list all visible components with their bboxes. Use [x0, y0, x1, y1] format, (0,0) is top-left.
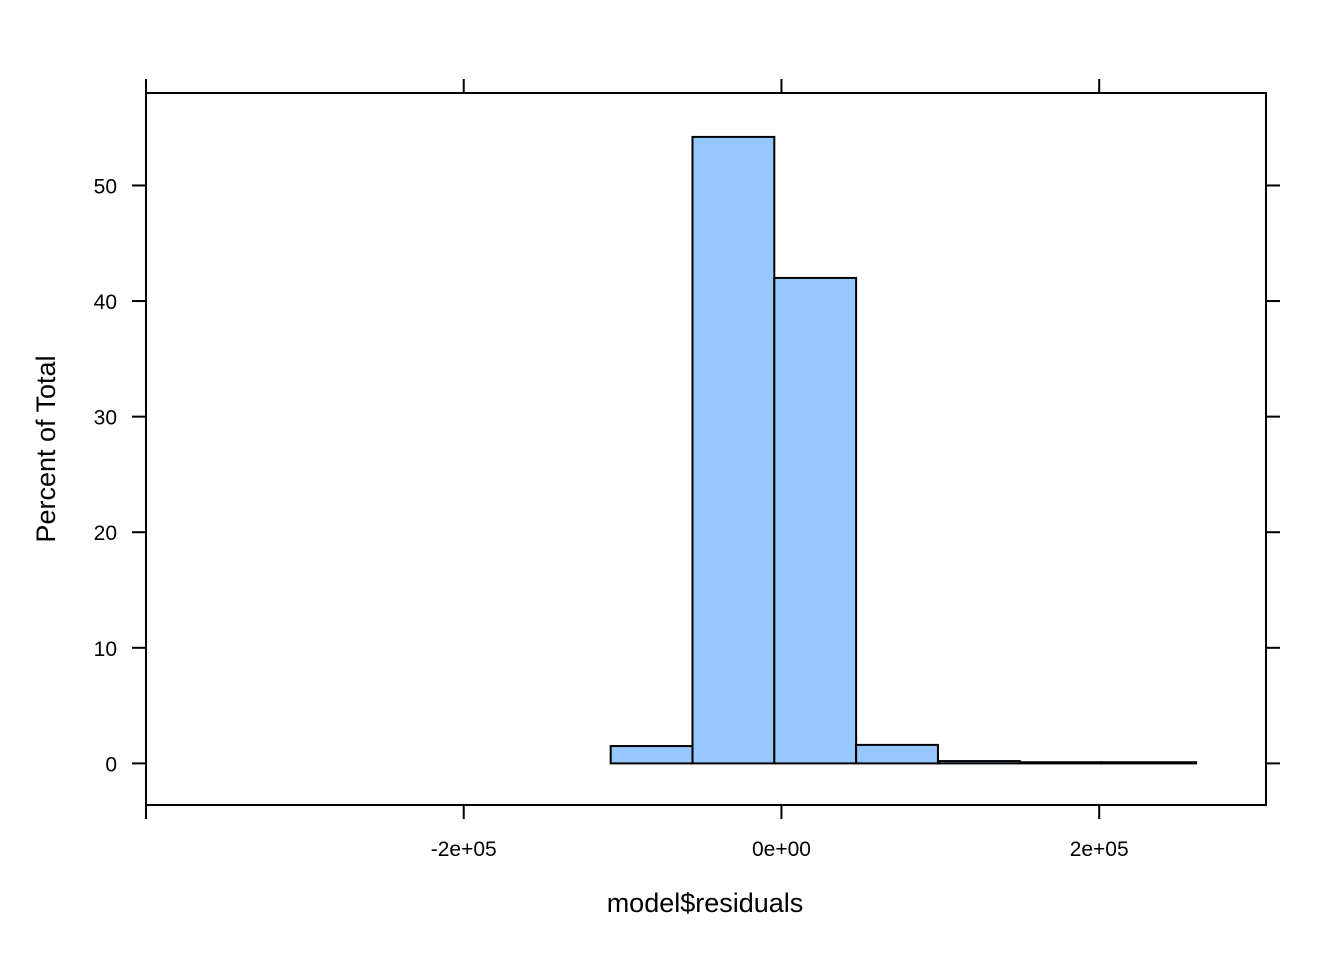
histogram-bar — [609, 745, 694, 765]
bars-group — [609, 135, 1198, 765]
y-tick-label: 20 — [94, 522, 117, 545]
y-tick-label: 50 — [94, 175, 117, 198]
histogram-bar — [936, 760, 1021, 765]
axes-group: -2e+05 0e+00 2e+05 0 10 20 30 40 50 — [94, 79, 1280, 861]
plot-frame — [145, 92, 1267, 806]
histogram-bar — [855, 743, 939, 765]
y-tick-label: 40 — [94, 291, 117, 314]
x-tick-label: 0e+00 — [752, 838, 811, 861]
y-tick-label: 30 — [94, 407, 117, 430]
histogram-bar — [773, 276, 858, 765]
y-axis-title: Percent of Total — [31, 355, 61, 542]
x-tick-label: -2e+05 — [431, 838, 497, 861]
histogram-bar — [691, 135, 776, 765]
histogram-bar — [1018, 761, 1103, 765]
x-axis-title: model$residuals — [607, 888, 804, 918]
y-tick-label: 10 — [94, 638, 117, 661]
y-tick-label: 0 — [105, 753, 117, 776]
x-tick-label: 2e+05 — [1070, 838, 1129, 861]
histogram-bar — [1100, 761, 1198, 765]
